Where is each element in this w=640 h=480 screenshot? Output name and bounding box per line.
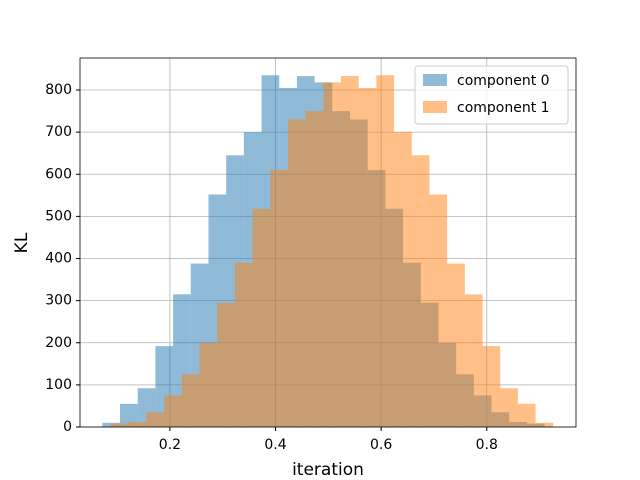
bar [447,263,465,427]
x-tick-label: 0.2 [159,437,181,453]
bar [500,388,518,427]
plot-frame [79,57,577,428]
bar [464,294,483,427]
bar [305,111,324,427]
bar [394,132,412,427]
y-tick-label: 300 [45,293,72,309]
bar [287,119,306,427]
bar [146,412,165,427]
bar [341,76,359,428]
bar [128,421,147,427]
y-tick-label: 400 [45,251,72,267]
bar [411,155,430,427]
legend-label: component 1 [457,100,550,116]
y-tick-label: 0 [63,419,72,435]
legend-label: component 0 [457,73,550,89]
y-tick-label: 600 [45,166,72,182]
y-tick-label: 500 [45,208,72,224]
bar [270,170,288,427]
legend-swatch [423,74,447,86]
legend-box [414,65,569,125]
bar [517,403,536,427]
x-axis-label: iteration [292,460,364,480]
x-tick-label: 0.6 [370,437,392,453]
bar [323,82,342,427]
bar [482,346,501,427]
x-tick-label: 0.8 [476,437,498,453]
y-axis-label: KL [12,232,32,253]
bar [535,422,554,427]
bar [234,262,253,427]
bar [164,395,182,427]
legend-swatch [423,101,447,113]
x-tick-label: 0.4 [264,437,286,453]
bar [120,403,138,427]
y-tick-label: 700 [45,124,72,140]
y-tick-label: 100 [45,377,72,393]
bar [376,75,395,428]
bar [111,423,129,427]
y-tick-label: 800 [45,82,72,98]
bar [181,374,200,427]
bar [252,208,271,427]
bar [217,302,235,427]
bar [358,87,377,427]
bar [199,342,218,427]
y-tick-label: 200 [45,335,72,351]
bar [429,194,448,427]
